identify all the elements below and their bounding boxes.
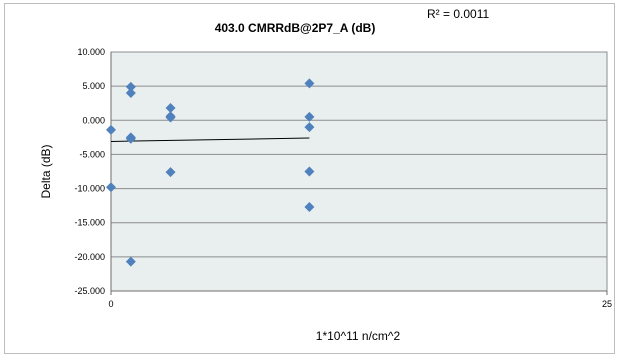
y-tick-label: -15.000 xyxy=(74,218,105,228)
chart-title: 403.0 CMRRdB@2P7_A (dB) xyxy=(215,21,376,35)
y-tick-label: -10.000 xyxy=(74,184,105,194)
data-point xyxy=(304,78,315,89)
data-point xyxy=(165,112,176,123)
trendline xyxy=(110,137,310,142)
y-tick-label: -20.000 xyxy=(74,252,105,262)
y-tick-label: -25.000 xyxy=(74,286,105,296)
data-point xyxy=(304,166,315,177)
data-point xyxy=(106,124,116,135)
y-tick-label: 0.000 xyxy=(82,115,105,125)
data-point xyxy=(165,102,176,113)
y-tick-label: 5.000 xyxy=(82,81,105,91)
r-squared-annotation: R² = 0.0011 xyxy=(427,7,489,21)
y-tick-label: -5.000 xyxy=(79,149,105,159)
data-point xyxy=(304,202,315,213)
data-point xyxy=(125,132,136,143)
x-tick-labels: 0 25 xyxy=(108,299,612,309)
x-tick-label: 25 xyxy=(602,299,612,309)
data-point xyxy=(304,111,315,122)
x-axis-label: 1*10^11 n/cm^2 xyxy=(316,329,401,343)
trendline-group xyxy=(110,137,310,142)
axes xyxy=(110,52,608,295)
data-point xyxy=(106,182,116,193)
data-point xyxy=(125,87,136,98)
scatter-chart: 403.0 CMRRdB@2P7_A (dB) R² = 0.0011 10.0… xyxy=(39,7,612,343)
gridlines xyxy=(111,85,607,258)
y-axis-label: Delta (dB) xyxy=(39,144,53,198)
y-tick-labels: 10.000 5.000 0.000 -5.000 -10.000 -15.000 -20.… xyxy=(74,47,105,296)
data-point xyxy=(125,256,136,267)
data-point xyxy=(165,167,176,178)
data-point xyxy=(304,122,315,133)
x-tick-label: 0 xyxy=(108,299,113,309)
data-points xyxy=(106,78,315,267)
chart-area: 403.0 CMRRdB@2P7_A (dB) R² = 0.0011 10.0… xyxy=(4,3,615,354)
plot-area xyxy=(110,51,608,292)
y-tick-label: 10.000 xyxy=(77,47,105,57)
data-point xyxy=(125,81,136,92)
